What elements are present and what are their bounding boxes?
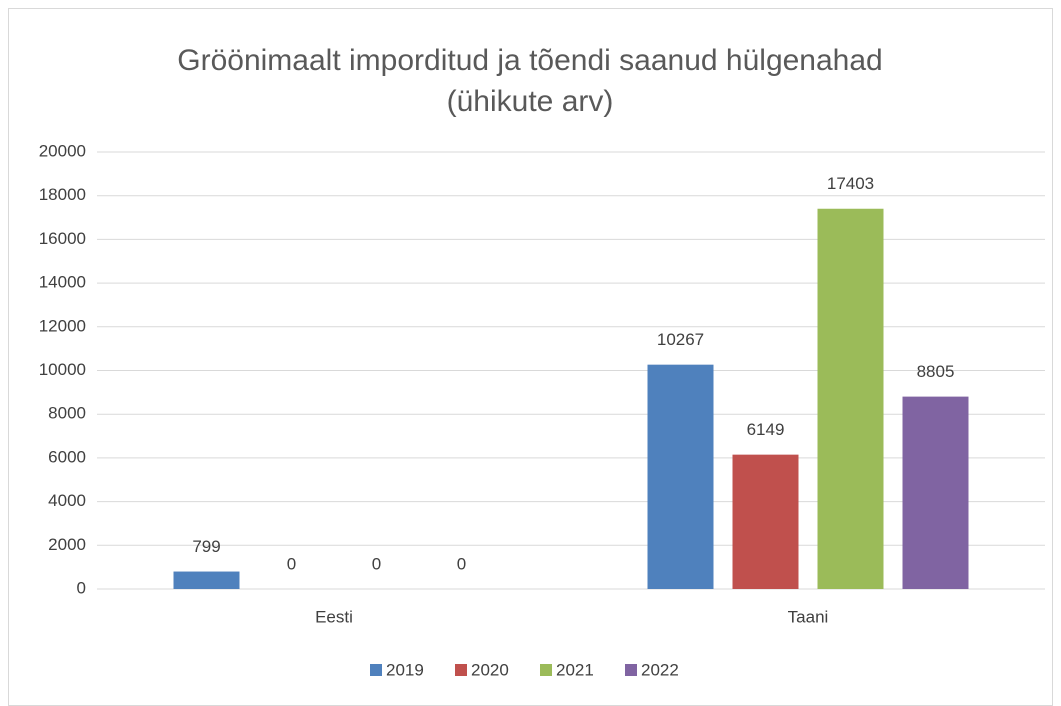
chart-title: (ühikute arv) [447, 85, 614, 118]
y-tick-label: 8000 [48, 404, 86, 423]
legend-label: 2022 [641, 660, 679, 679]
legend-label: 2021 [556, 660, 594, 679]
y-tick-label: 2000 [48, 535, 86, 554]
data-label: 6149 [747, 420, 785, 439]
bar [817, 208, 884, 589]
bar [902, 396, 969, 589]
y-tick-label: 10000 [39, 360, 86, 379]
data-label: 799 [192, 537, 220, 556]
y-tick-label: 18000 [39, 185, 86, 204]
y-tick-label: 14000 [39, 273, 86, 292]
y-tick-label: 20000 [39, 141, 86, 160]
data-label: 0 [372, 554, 381, 573]
x-tick-label: Taani [788, 607, 829, 626]
data-label: 8805 [917, 362, 955, 381]
y-tick-label: 12000 [39, 316, 86, 335]
data-label: 0 [287, 554, 296, 573]
y-tick-label: 0 [77, 578, 86, 597]
bar [647, 364, 714, 589]
data-label: 17403 [827, 174, 874, 193]
legend-swatch [625, 664, 637, 676]
legend-swatch [540, 664, 552, 676]
legend-swatch [370, 664, 382, 676]
legend-label: 2019 [386, 660, 424, 679]
legend-label: 2020 [471, 660, 509, 679]
data-label: 0 [457, 554, 466, 573]
x-tick-label: Eesti [315, 607, 353, 626]
bar [732, 454, 799, 589]
chart-title: Gröönimaalt imporditud ja tõendi saanud … [177, 44, 882, 77]
bar [173, 571, 240, 589]
data-label: 10267 [657, 330, 704, 349]
y-tick-label: 6000 [48, 447, 86, 466]
legend-swatch [455, 664, 467, 676]
y-tick-label: 4000 [48, 491, 86, 510]
y-tick-label: 16000 [39, 229, 86, 248]
